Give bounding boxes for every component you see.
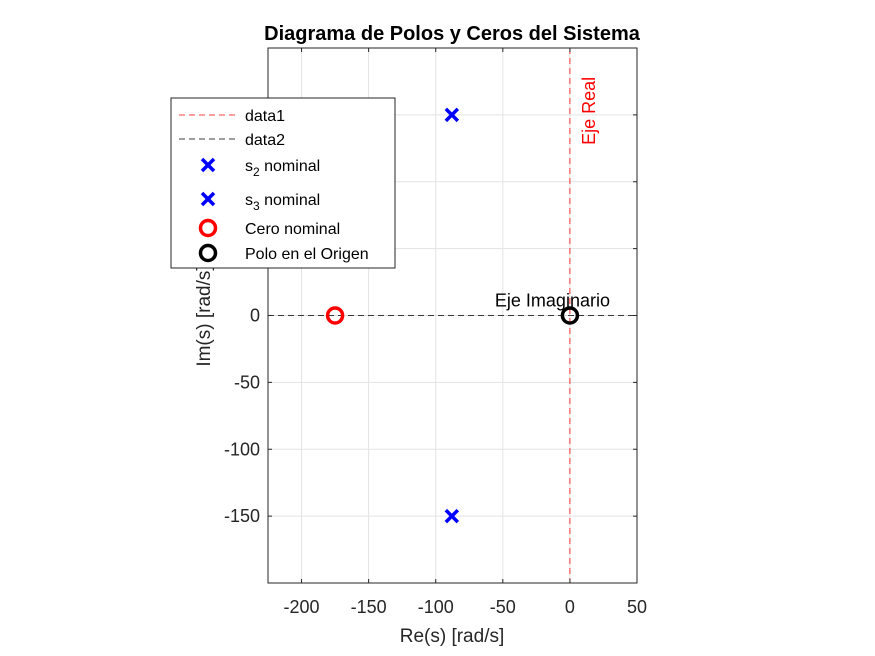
- annotations: Eje Real Eje Imaginario: [495, 77, 610, 311]
- data-markers: [325, 107, 580, 524]
- x-tick-label: 50: [627, 597, 647, 617]
- annotation-eje-real: Eje Real: [579, 77, 599, 145]
- reference-lines: [268, 48, 637, 583]
- zero-marker: [560, 306, 580, 325]
- pole-marker: [200, 191, 216, 207]
- legend-entry-label: s2 nominal: [245, 158, 320, 179]
- pole-marker: [444, 107, 460, 123]
- legend-entry-label: data1: [245, 108, 285, 125]
- y-axis-label: Im(s) [rad/s]: [194, 265, 215, 366]
- zero-marker: [198, 218, 218, 238]
- chart-title: Diagrama de Polos y Ceros del Sistema: [264, 23, 641, 45]
- legend-entry-label: Polo en el Origen: [245, 246, 369, 263]
- y-tick-label: 0: [250, 306, 260, 326]
- y-tick-label: -100: [224, 439, 260, 459]
- pole-marker-stroke: [200, 191, 216, 207]
- pole-marker: [444, 508, 460, 524]
- y-tick-label: -50: [234, 372, 260, 392]
- x-axis-label: Re(s) [rad/s]: [400, 626, 505, 647]
- x-tick-label: -150: [351, 597, 387, 617]
- legend-entry-label: data2: [245, 132, 285, 149]
- x-tick-label: -50: [490, 597, 516, 617]
- legend: data1 data2 s2 nominal s3 nominal Cero nomin…: [170, 97, 396, 269]
- legend-entry-label: Cero nominal: [245, 221, 340, 238]
- x-tick-label: -100: [418, 597, 454, 617]
- annotation-eje-imaginario: Eje Imaginario: [495, 291, 610, 311]
- x-tick-label: -200: [284, 597, 320, 617]
- pole-marker-stroke: [444, 508, 460, 524]
- ticks: -200 -150 -100 -50 0 50 -150 -100 -50 0: [224, 47, 647, 617]
- pole-marker: [200, 157, 216, 173]
- zero-marker: [325, 306, 345, 325]
- pole-marker-stroke: [444, 107, 460, 123]
- x-tick-label: 0: [565, 597, 575, 617]
- zero-marker: [198, 243, 218, 263]
- pole-marker-stroke: [200, 157, 216, 173]
- legend-entry-label: s3 nominal: [245, 192, 320, 213]
- legend-box: [170, 97, 396, 269]
- y-tick-label: -150: [224, 506, 260, 526]
